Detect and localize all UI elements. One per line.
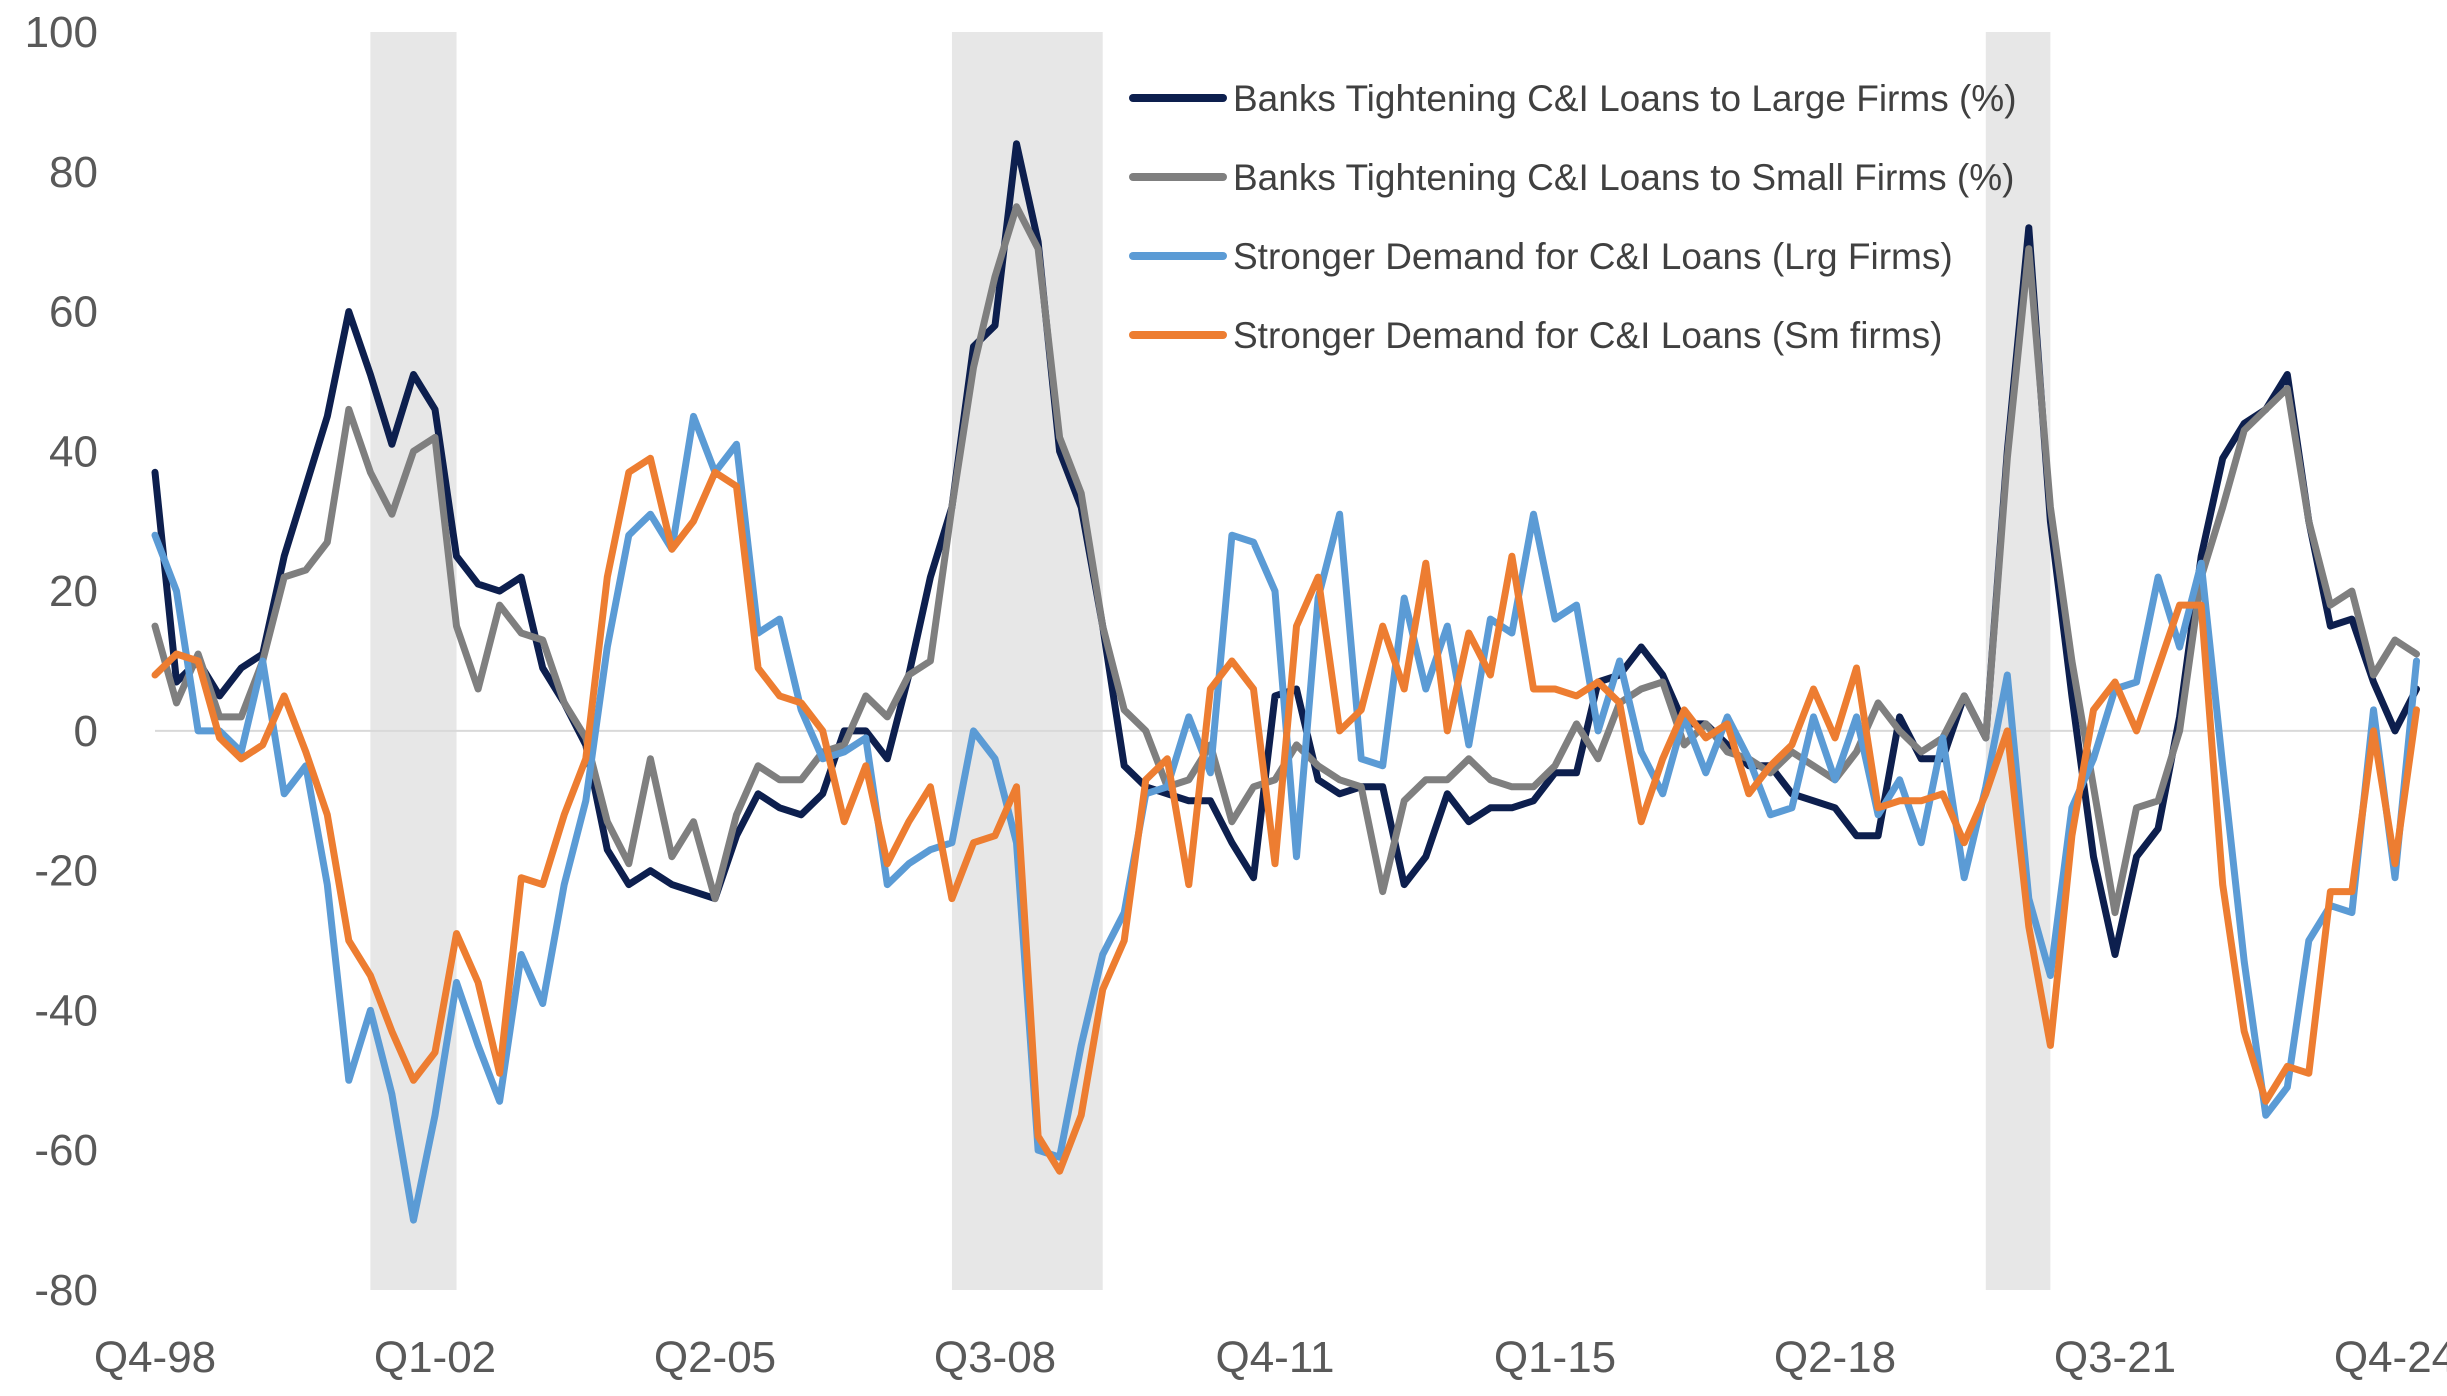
legend: Banks Tightening C&I Loans to Large Firm… — [1129, 78, 2017, 356]
x-tick-label: Q2-18 — [1774, 1333, 1896, 1382]
y-tick-label: 60 — [49, 288, 98, 337]
recession-band-1 — [370, 32, 457, 1290]
y-tick-label: 100 — [25, 8, 98, 57]
legend-label: Banks Tightening C&I Loans to Large Firm… — [1233, 78, 2017, 119]
y-tick-label: -40 — [34, 986, 98, 1035]
y-tick-label: 40 — [49, 427, 98, 476]
y-axis: 100 80 60 40 20 0 -20 -40 -60 -80 — [25, 8, 98, 1315]
x-tick-label: Q4-11 — [1215, 1333, 1334, 1382]
x-tick-label: Q4-24 — [2334, 1333, 2447, 1382]
y-tick-label: 20 — [49, 567, 98, 616]
recession-shading-layer — [370, 32, 2051, 1290]
x-tick-label: Q3-08 — [934, 1333, 1056, 1382]
y-tick-label: -20 — [34, 847, 98, 896]
y-tick-label: -60 — [34, 1126, 98, 1175]
x-tick-label: Q1-02 — [374, 1333, 496, 1382]
series-line-4 — [151, 454, 2420, 1175]
x-tick-label: Q2-05 — [654, 1333, 776, 1382]
y-tick-label: 0 — [74, 707, 98, 756]
legend-label: Banks Tightening C&I Loans to Small Firm… — [1233, 157, 2014, 198]
y-tick-label: 80 — [49, 148, 98, 197]
series-points-4 — [152, 455, 2420, 1174]
x-axis: Q4-98 Q1-02 Q2-05 Q3-08 Q4-11 Q1-15 Q2-18 Q3-21… — [94, 1333, 2447, 1382]
y-tick-label: -80 — [34, 1266, 98, 1315]
x-tick-label: Q4-98 — [94, 1333, 216, 1382]
series-points-3 — [152, 413, 2420, 1223]
series-layer — [151, 140, 2420, 1224]
x-tick-label: Q1-15 — [1494, 1333, 1616, 1382]
legend-label: Stronger Demand for C&I Loans (Lrg Firms… — [1233, 236, 1953, 277]
legend-label: Stronger Demand for C&I Loans (Sm firms) — [1233, 315, 1942, 356]
x-tick-label: Q3-21 — [2054, 1333, 2176, 1382]
recession-band-3 — [1985, 32, 2051, 1290]
